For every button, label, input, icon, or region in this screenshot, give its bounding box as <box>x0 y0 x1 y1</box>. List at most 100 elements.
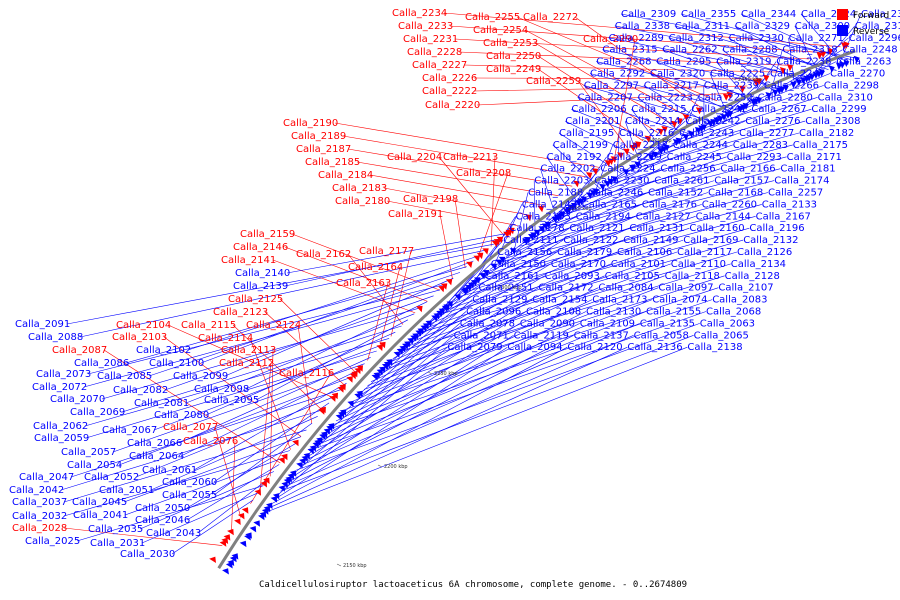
tick-mark <box>427 371 433 375</box>
legend-reverse-label: Reverse <box>853 27 890 37</box>
reverse-feature <box>396 348 404 355</box>
reverse-feature <box>425 320 432 327</box>
gene-label: Calla_2096 <box>466 307 521 318</box>
label-connector <box>342 299 473 414</box>
gene-label: Calla_2043 <box>146 528 201 539</box>
label-connector <box>185 313 415 404</box>
label-connector <box>558 132 623 175</box>
gene-label: Calla_2199 <box>553 140 608 151</box>
label-connector <box>626 120 806 172</box>
reverse-feature <box>599 183 606 191</box>
reverse-feature <box>682 133 689 141</box>
label-connector <box>121 325 402 413</box>
reverse-feature <box>565 206 572 214</box>
label-connector <box>139 471 275 530</box>
reverse-feature <box>307 447 314 455</box>
gene-label: Calla_2105 <box>605 271 660 282</box>
gene-label: Calla_2175 <box>793 140 848 151</box>
gene-label: Calla_2077 <box>163 422 218 433</box>
gene-label: Calla_2030 <box>120 549 175 560</box>
forward-feature <box>281 453 288 461</box>
gene-label: Calla_2137 <box>574 330 629 341</box>
gene-label: Calla_2266 <box>764 80 819 91</box>
tick-mark <box>377 464 383 468</box>
label-connector <box>586 144 733 198</box>
label-connector <box>407 251 618 345</box>
forward-feature <box>820 50 827 58</box>
reverse-feature <box>281 481 288 488</box>
gene-label: Calla_2051 <box>99 485 154 496</box>
gene-label: Calla_2107 <box>718 283 773 294</box>
gene-label: Calla_2292 <box>590 69 645 80</box>
forward-feature <box>629 144 636 152</box>
gene-label: Calla_2309 <box>621 9 676 20</box>
label-connector <box>583 85 714 122</box>
gene-label: Calla_2233 <box>398 21 453 32</box>
forward-feature <box>604 160 611 167</box>
reverse-feature <box>309 445 316 452</box>
reverse-feature <box>835 62 842 70</box>
gene-label: Calla_2256 <box>660 164 715 175</box>
forward-feature <box>356 365 363 372</box>
gene-label: Calla_2111 <box>503 235 558 246</box>
label-connector <box>746 61 777 106</box>
label-connector <box>489 204 582 270</box>
reverse-feature <box>800 76 807 85</box>
label-connector <box>537 68 644 142</box>
reverse-feature <box>467 282 475 289</box>
forward-feature <box>591 168 599 175</box>
reverse-feature <box>381 363 389 370</box>
gene-label: Calla_2078 <box>460 318 515 329</box>
gene-label: Calla_2133 <box>762 199 817 210</box>
gene-label: Calla_2196 <box>749 223 804 234</box>
label-connector <box>363 275 725 390</box>
tick-mark <box>336 563 342 567</box>
reverse-feature <box>474 277 481 284</box>
reverse-feature <box>707 120 714 128</box>
gene-label: Calla_2207 <box>578 92 633 103</box>
gene-label: Calla_2227 <box>412 60 467 71</box>
label-connector <box>315 311 647 446</box>
reverse-feature <box>634 161 641 169</box>
gene-label: Calla_2247 <box>770 69 825 80</box>
gene-label: Calla_2243 <box>679 128 734 139</box>
gene-label: Calla_2324 <box>801 9 856 20</box>
label-connector <box>163 336 302 437</box>
label-connector <box>66 243 494 325</box>
reverse-feature <box>752 98 759 106</box>
reverse-feature <box>544 221 551 229</box>
gene-label: Calla_2214 <box>625 116 680 127</box>
gene-label: Calla_2157 <box>714 176 769 187</box>
label-connector <box>367 282 389 361</box>
reverse-feature <box>629 164 636 172</box>
reverse-feature <box>465 284 472 292</box>
reverse-feature <box>249 526 257 533</box>
gene-label: Calla_2246 <box>588 188 643 199</box>
label-connector <box>125 266 467 364</box>
reverse-feature <box>420 325 427 332</box>
forward-feature <box>254 489 261 496</box>
reverse-feature <box>410 335 417 342</box>
label-connector <box>573 156 607 207</box>
label-connector <box>490 156 496 247</box>
label-connector <box>325 311 467 434</box>
gene-label: Calla_2166 <box>720 164 775 175</box>
gene-label: Calla_2109 <box>580 318 635 329</box>
gene-label: Calla_2213 <box>443 152 498 163</box>
label-connector <box>356 161 559 196</box>
gene-label: Calla_2128 <box>725 271 780 282</box>
label-connector <box>63 450 291 517</box>
label-connector <box>476 93 733 106</box>
gene-label: Calla_2084 <box>598 283 653 294</box>
gene-label: Calla_2188 <box>528 188 583 199</box>
label-connector <box>505 192 649 257</box>
gene-label: Calla_2028 <box>12 523 67 534</box>
reverse-feature <box>495 259 502 266</box>
gene-label: Calla_2072 <box>32 382 87 393</box>
gene-label: Calla_2298 <box>824 80 879 91</box>
label-connector <box>522 180 715 244</box>
label-connector <box>339 299 533 418</box>
gene-label: Calla_2070 <box>50 394 105 405</box>
label-connector <box>299 323 640 467</box>
